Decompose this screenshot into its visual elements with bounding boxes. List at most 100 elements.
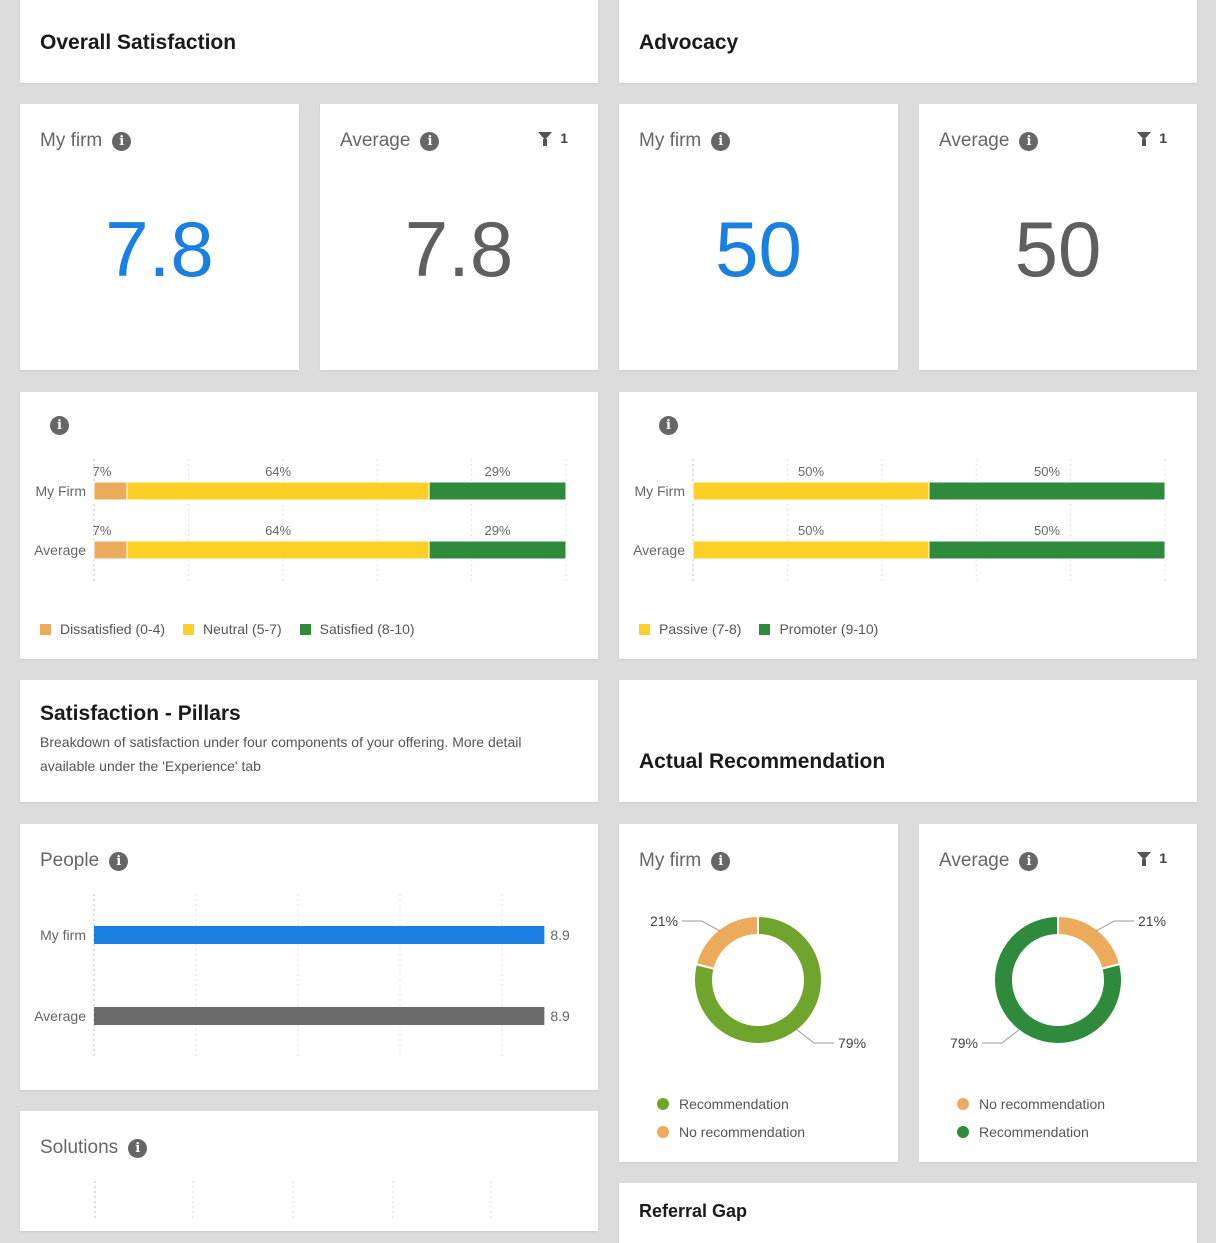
kpi-value: 7.8	[105, 205, 214, 293]
data-label: 79%	[838, 1035, 866, 1051]
kpi-label: Average i	[939, 130, 1039, 152]
legend-item: Dissatisfied (0-4)	[40, 621, 165, 637]
info-icon[interactable]: i	[128, 1138, 148, 1158]
recommendation-title: Actual Recommendation	[639, 750, 886, 773]
data-label: 50%	[798, 523, 824, 538]
legend-dot	[957, 1126, 969, 1138]
bar-segment	[126, 540, 430, 560]
satisfaction-myfirm-card: My firm i 7.8	[20, 104, 299, 370]
legend-item: Promoter (9-10)	[759, 621, 878, 637]
filter-icon	[538, 132, 553, 146]
bar-segment	[928, 540, 1166, 560]
kpi-label: Average i	[340, 130, 440, 152]
label-leader	[1095, 920, 1135, 932]
kpi-label: My firm i	[639, 850, 731, 872]
advocacy-header-card: Advocacy	[619, 0, 1197, 83]
people-bar-chart: My firm 8.9 Average 8.9	[34, 894, 570, 1056]
bar-segment	[428, 540, 567, 560]
chart-legend: Passive (7-8) Promoter (9-10)	[639, 621, 878, 637]
donut-slice	[694, 914, 759, 971]
legend-dot	[657, 1126, 669, 1138]
row-label: Average	[34, 542, 86, 558]
kpi-label-text: My firm	[639, 130, 702, 151]
legend-item: Satisfied (8-10)	[299, 621, 415, 637]
kpi-value: 50	[1014, 205, 1102, 293]
pillars-header-card: Satisfaction - Pillars Breakdown of sati…	[20, 680, 598, 802]
satisfaction-title: Overall Satisfaction	[40, 31, 237, 54]
legend-dot	[657, 1098, 669, 1110]
kpi-label: Solutions i	[40, 1137, 148, 1159]
info-icon[interactable]: i	[711, 851, 731, 871]
advocacy-myfirm-card: My firm i 50	[619, 104, 898, 370]
legend-item: No recommendation	[957, 1096, 1105, 1112]
filter-icon	[1137, 132, 1152, 146]
kpi-label: Average i	[939, 850, 1039, 872]
pillars-description-line: Breakdown of satisfaction under four com…	[40, 734, 522, 750]
legend-label: Neutral (5-7)	[203, 621, 282, 637]
kpi-label-text: Average	[340, 130, 411, 151]
filter-badge[interactable]: 1	[1137, 850, 1167, 866]
kpi-label: My firm i	[40, 130, 132, 152]
referral-header-card: Referral Gap	[619, 1183, 1197, 1243]
legend-label: Recommendation	[979, 1124, 1089, 1140]
legend-swatch	[639, 623, 650, 635]
legend-item: Passive (7-8)	[639, 621, 741, 637]
satisfaction-header-card: Overall Satisfaction	[20, 0, 598, 83]
recommendation-myfirm-card: My firm i 79% 21% Recommendation No recom…	[619, 824, 898, 1162]
legend-label: Satisfied (8-10)	[319, 621, 415, 637]
kpi-label-text: Average	[939, 850, 1010, 871]
info-icon[interactable]: i	[1019, 131, 1039, 151]
info-icon[interactable]: i	[711, 131, 731, 151]
data-label: 79%	[950, 1035, 978, 1051]
info-icon[interactable]: i	[109, 851, 129, 871]
solutions-gridlines	[94, 1181, 492, 1221]
legend-swatch	[299, 623, 311, 635]
donut-slice	[693, 914, 823, 1045]
filter-count: 1	[1159, 130, 1167, 146]
data-label: 7%	[93, 464, 112, 479]
info-icon[interactable]: i	[112, 131, 132, 151]
info-icon[interactable]: i	[659, 416, 678, 435]
data-label: 29%	[485, 523, 511, 538]
legend-item: Recommendation	[657, 1096, 805, 1112]
legend-dot	[957, 1098, 969, 1110]
filter-badge[interactable]: 1	[538, 130, 568, 146]
donut-slice	[1057, 914, 1122, 971]
data-label: 29%	[485, 464, 511, 479]
bar-segment	[93, 540, 128, 560]
legend-swatch	[759, 623, 771, 635]
chart-legend: Dissatisfied (0-4) Neutral (5-7) Satisfi…	[40, 621, 415, 637]
legend-label: Recommendation	[679, 1096, 789, 1112]
info-icon[interactable]: i	[1019, 851, 1039, 871]
legend-label: No recommendation	[979, 1096, 1106, 1112]
recommendation-donut-chart: 21% 79%	[950, 913, 1166, 1051]
info-icon[interactable]: i	[420, 131, 440, 151]
legend-label: No recommendation	[679, 1124, 806, 1140]
bar	[94, 926, 545, 944]
filter-count: 1	[1159, 850, 1167, 866]
label-leader	[981, 1028, 1021, 1044]
kpi-label-text: My firm	[40, 130, 103, 151]
filter-icon	[1137, 852, 1152, 866]
data-label: 8.9	[550, 927, 570, 943]
legend-item: No recommendation	[657, 1124, 805, 1140]
legend-swatch	[183, 623, 195, 635]
row-label: My Firm	[35, 483, 86, 499]
kpi-label-text: People	[40, 850, 100, 871]
pillars-description: Breakdown of satisfaction under four com…	[40, 730, 521, 778]
pillars-title: Satisfaction - Pillars	[40, 702, 241, 725]
bar-segment	[928, 481, 1166, 501]
data-label: 50%	[1034, 464, 1060, 479]
kpi-label: People i	[40, 850, 129, 872]
filter-badge[interactable]: 1	[1137, 130, 1167, 146]
satisfaction-distribution-chart: My Firm 7% 64% 29% Average 7% 64% 29%	[34, 459, 567, 581]
info-icon[interactable]: i	[50, 416, 69, 435]
legend-item: Recommendation	[957, 1124, 1105, 1140]
row-label: My Firm	[634, 483, 685, 499]
label-leader	[795, 1028, 835, 1044]
data-label: 21%	[1138, 913, 1166, 929]
bar-segment	[692, 481, 930, 501]
kpi-label-text: Average	[939, 130, 1010, 151]
advocacy-distribution-chart: My Firm 50% 50% Average 50% 50%	[633, 459, 1166, 581]
bar-segment	[692, 540, 930, 560]
